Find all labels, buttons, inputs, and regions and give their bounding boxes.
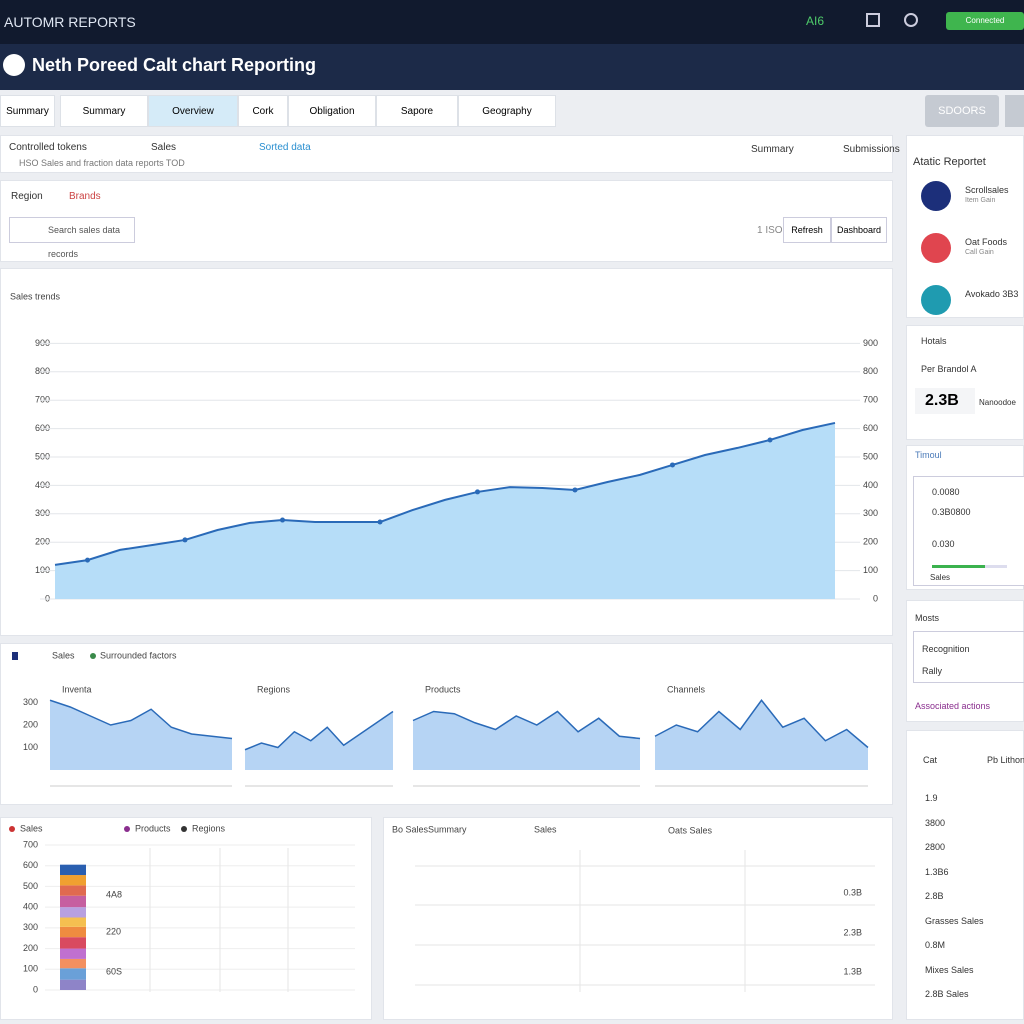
progress-bar	[932, 565, 985, 568]
list-row: 3800	[925, 817, 946, 828]
list-row: 2.8B Sales	[925, 989, 969, 999]
totals-panel: Hotals Per Brandol A 2.3B Nanoodoe	[906, 325, 1024, 440]
timeline-panel: Timoul 0.0080 0.3B0800 0.030 Sales	[906, 445, 1024, 590]
tab[interactable]: Overview	[148, 95, 238, 127]
tab-label: Obligation	[309, 105, 355, 117]
tab-label: Cork	[252, 105, 274, 117]
filter[interactable]: Controlled tokens	[9, 142, 87, 153]
sidebar-title: Atatic Reportet	[913, 156, 986, 168]
label: Timoul	[915, 450, 942, 460]
item-sub: Item Gain	[965, 197, 996, 204]
code: AI6	[806, 14, 825, 28]
title: Neth Poreed Calt chart Reporting	[32, 55, 317, 75]
list-row: 2800	[925, 842, 946, 852]
tab[interactable]: Geography	[458, 95, 556, 127]
main-chart-panel	[0, 268, 893, 636]
tab-label: Overview	[172, 105, 214, 117]
button[interactable]: Dashboard	[831, 217, 887, 243]
search-panel: Region Brands Search sales data records …	[0, 180, 893, 262]
avatar	[921, 285, 951, 315]
chip[interactable]: Region	[11, 191, 43, 202]
avatar	[921, 233, 951, 263]
avatar	[921, 181, 951, 211]
note: Nanoodoe	[979, 398, 1016, 407]
filter[interactable]: Sorted data	[259, 142, 311, 153]
tab-label: Sapore	[400, 105, 434, 117]
icon[interactable]	[866, 13, 880, 27]
item-name: Oat Foods	[965, 237, 1008, 247]
list-row: 1.9	[925, 793, 938, 803]
label: Mosts	[915, 613, 940, 623]
card: 0.0080 0.3B0800 0.030 Sales	[913, 476, 1024, 586]
list-row: Mixes Sales	[925, 964, 974, 975]
stack-chart-panel	[0, 817, 372, 1020]
item-sub: Call Gain	[965, 249, 994, 256]
list-panel: Cat Pb Lithon 1.9 3800 2800 1.3B6 2.8B Grasse…	[906, 730, 1024, 1020]
filter-bar: Controlled tokens Sales Sorted data HSO …	[0, 135, 900, 173]
filter[interactable]: Submissions	[843, 144, 900, 155]
list-row: 0.8M	[925, 940, 946, 950]
label: Hotals	[921, 336, 947, 346]
search-box[interactable]: Search sales data records	[9, 217, 135, 259]
count: 1 ISO	[757, 225, 783, 236]
row: 0.030	[932, 539, 955, 549]
row: Sales	[930, 573, 951, 582]
progress-track	[932, 565, 1007, 568]
toolbar-button[interactable]: SDOORS	[925, 95, 999, 127]
tab-label: Summary	[82, 105, 126, 117]
list-row: 2.8B	[925, 891, 944, 901]
row: 0.3B0800	[932, 507, 971, 517]
toolbar-button[interactable]	[1005, 95, 1024, 127]
item-name: Avokado 3B3	[965, 289, 1019, 299]
right-chart-panel	[383, 817, 893, 1020]
sidebar-panel: Atatic Reportet Scrollsales Item Gain Oat …	[906, 135, 1024, 318]
modes-panel: Mosts Recognition Rally Associated actio…	[906, 600, 1024, 722]
card: Recognition Rally	[913, 631, 1024, 683]
head: Pb Lithon	[987, 755, 1024, 765]
tab[interactable]: Sapore	[376, 95, 458, 127]
subtitle: HSO Sales and fraction data reports TOD	[19, 158, 185, 168]
tab[interactable]: Summary	[0, 95, 55, 127]
tab[interactable]: Cork	[238, 95, 288, 127]
list-row: 1.3B6	[925, 866, 949, 877]
chip[interactable]: Brands	[69, 191, 101, 202]
row[interactable]: Rally	[922, 666, 943, 676]
logo	[3, 54, 25, 76]
head: Cat	[923, 755, 938, 765]
icon[interactable]	[904, 13, 918, 27]
tab[interactable]: Summary	[60, 95, 148, 127]
tab[interactable]: Obligation	[288, 95, 376, 127]
row: 0.0080	[932, 487, 960, 497]
big-value: 2.3B	[915, 388, 975, 414]
header: Neth Poreed Calt chart Reporting	[0, 44, 1024, 90]
status-button[interactable]: Connected	[946, 12, 1024, 30]
top-bar: AUTOMR REPORTS AI6 Connected	[0, 0, 1024, 44]
brand: AUTOMR REPORTS	[4, 14, 136, 30]
button[interactable]: Refresh	[783, 217, 831, 243]
filter[interactable]: Sales	[151, 142, 177, 153]
filter[interactable]: Summary	[751, 144, 794, 155]
small-chart-panel	[0, 643, 893, 805]
list-row: Grasses Sales	[925, 915, 984, 926]
tab-label: Geography	[482, 105, 532, 117]
item-name: Scrollsales	[965, 185, 1009, 195]
link[interactable]: Associated actions	[915, 701, 991, 711]
row[interactable]: Recognition	[922, 644, 970, 654]
tab-label: Summary	[6, 105, 49, 117]
label: Per Brandol A	[921, 364, 977, 374]
